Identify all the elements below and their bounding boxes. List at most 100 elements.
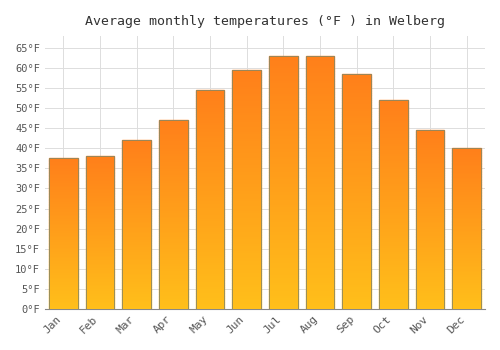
Bar bbox=[196, 158, 224, 160]
Bar bbox=[49, 286, 78, 288]
Bar bbox=[306, 102, 334, 104]
Bar bbox=[269, 190, 298, 192]
Bar bbox=[379, 125, 408, 127]
Bar bbox=[86, 300, 114, 301]
Bar bbox=[452, 209, 481, 211]
Bar bbox=[452, 208, 481, 209]
Bar bbox=[196, 265, 224, 267]
Bar bbox=[342, 74, 371, 77]
Bar bbox=[49, 182, 78, 184]
Bar bbox=[379, 161, 408, 163]
Bar bbox=[122, 209, 151, 211]
Bar bbox=[232, 177, 261, 180]
Bar bbox=[122, 246, 151, 248]
Bar bbox=[306, 276, 334, 279]
Bar bbox=[416, 196, 444, 198]
Bar bbox=[49, 226, 78, 228]
Bar bbox=[232, 75, 261, 77]
Bar bbox=[379, 180, 408, 182]
Bar bbox=[452, 280, 481, 281]
Bar bbox=[122, 211, 151, 213]
Bar bbox=[452, 173, 481, 174]
Bar bbox=[232, 185, 261, 187]
Bar bbox=[232, 220, 261, 223]
Bar bbox=[86, 251, 114, 252]
Bar bbox=[416, 172, 444, 173]
Bar bbox=[159, 150, 188, 152]
Bar bbox=[196, 228, 224, 230]
Bar bbox=[306, 140, 334, 142]
Bar bbox=[269, 122, 298, 124]
Bar bbox=[159, 248, 188, 250]
Bar bbox=[416, 296, 444, 298]
Bar bbox=[49, 246, 78, 247]
Bar bbox=[232, 122, 261, 125]
Bar bbox=[342, 215, 371, 217]
Bar bbox=[159, 294, 188, 295]
Bar bbox=[196, 204, 224, 206]
Bar bbox=[232, 201, 261, 204]
Bar bbox=[269, 294, 298, 296]
Bar bbox=[86, 187, 114, 188]
Bar bbox=[159, 194, 188, 196]
Bar bbox=[416, 266, 444, 268]
Bar bbox=[232, 147, 261, 149]
Bar bbox=[159, 288, 188, 290]
Bar bbox=[49, 243, 78, 244]
Bar bbox=[122, 216, 151, 218]
Bar bbox=[232, 306, 261, 309]
Bar bbox=[159, 245, 188, 246]
Bar bbox=[122, 166, 151, 167]
Bar bbox=[342, 126, 371, 128]
Bar bbox=[86, 239, 114, 240]
Bar bbox=[342, 241, 371, 243]
Bar bbox=[196, 101, 224, 103]
Bar bbox=[269, 119, 298, 122]
Bar bbox=[452, 281, 481, 283]
Bar bbox=[416, 186, 444, 188]
Bar bbox=[49, 238, 78, 240]
Bar bbox=[159, 216, 188, 218]
Bar bbox=[196, 243, 224, 245]
Bar bbox=[306, 243, 334, 246]
Bar bbox=[49, 197, 78, 199]
Bar bbox=[159, 254, 188, 256]
Bar bbox=[269, 288, 298, 291]
Bar bbox=[379, 156, 408, 159]
Bar bbox=[416, 170, 444, 172]
Bar bbox=[49, 271, 78, 273]
Bar bbox=[416, 177, 444, 178]
Bar bbox=[269, 66, 298, 69]
Bar bbox=[452, 179, 481, 181]
Bar bbox=[232, 235, 261, 237]
Bar bbox=[86, 277, 114, 278]
Bar bbox=[452, 171, 481, 173]
Bar bbox=[49, 176, 78, 178]
Bar bbox=[196, 103, 224, 106]
Bar bbox=[416, 252, 444, 253]
Bar bbox=[452, 286, 481, 288]
Bar bbox=[86, 176, 114, 178]
Bar bbox=[416, 162, 444, 164]
Bar bbox=[159, 209, 188, 211]
Bar bbox=[416, 300, 444, 302]
Bar bbox=[342, 217, 371, 219]
Bar bbox=[452, 296, 481, 298]
Bar bbox=[122, 225, 151, 226]
Bar bbox=[416, 209, 444, 211]
Bar bbox=[196, 97, 224, 99]
Bar bbox=[342, 91, 371, 93]
Bar bbox=[159, 211, 188, 213]
Bar bbox=[416, 273, 444, 275]
Bar bbox=[232, 299, 261, 302]
Bar bbox=[269, 240, 298, 243]
Bar bbox=[159, 224, 188, 226]
Bar bbox=[342, 297, 371, 299]
Bar bbox=[196, 147, 224, 149]
Bar bbox=[416, 284, 444, 286]
Bar bbox=[196, 171, 224, 173]
Bar bbox=[306, 124, 334, 127]
Bar bbox=[49, 252, 78, 253]
Bar bbox=[196, 119, 224, 121]
Bar bbox=[196, 112, 224, 114]
